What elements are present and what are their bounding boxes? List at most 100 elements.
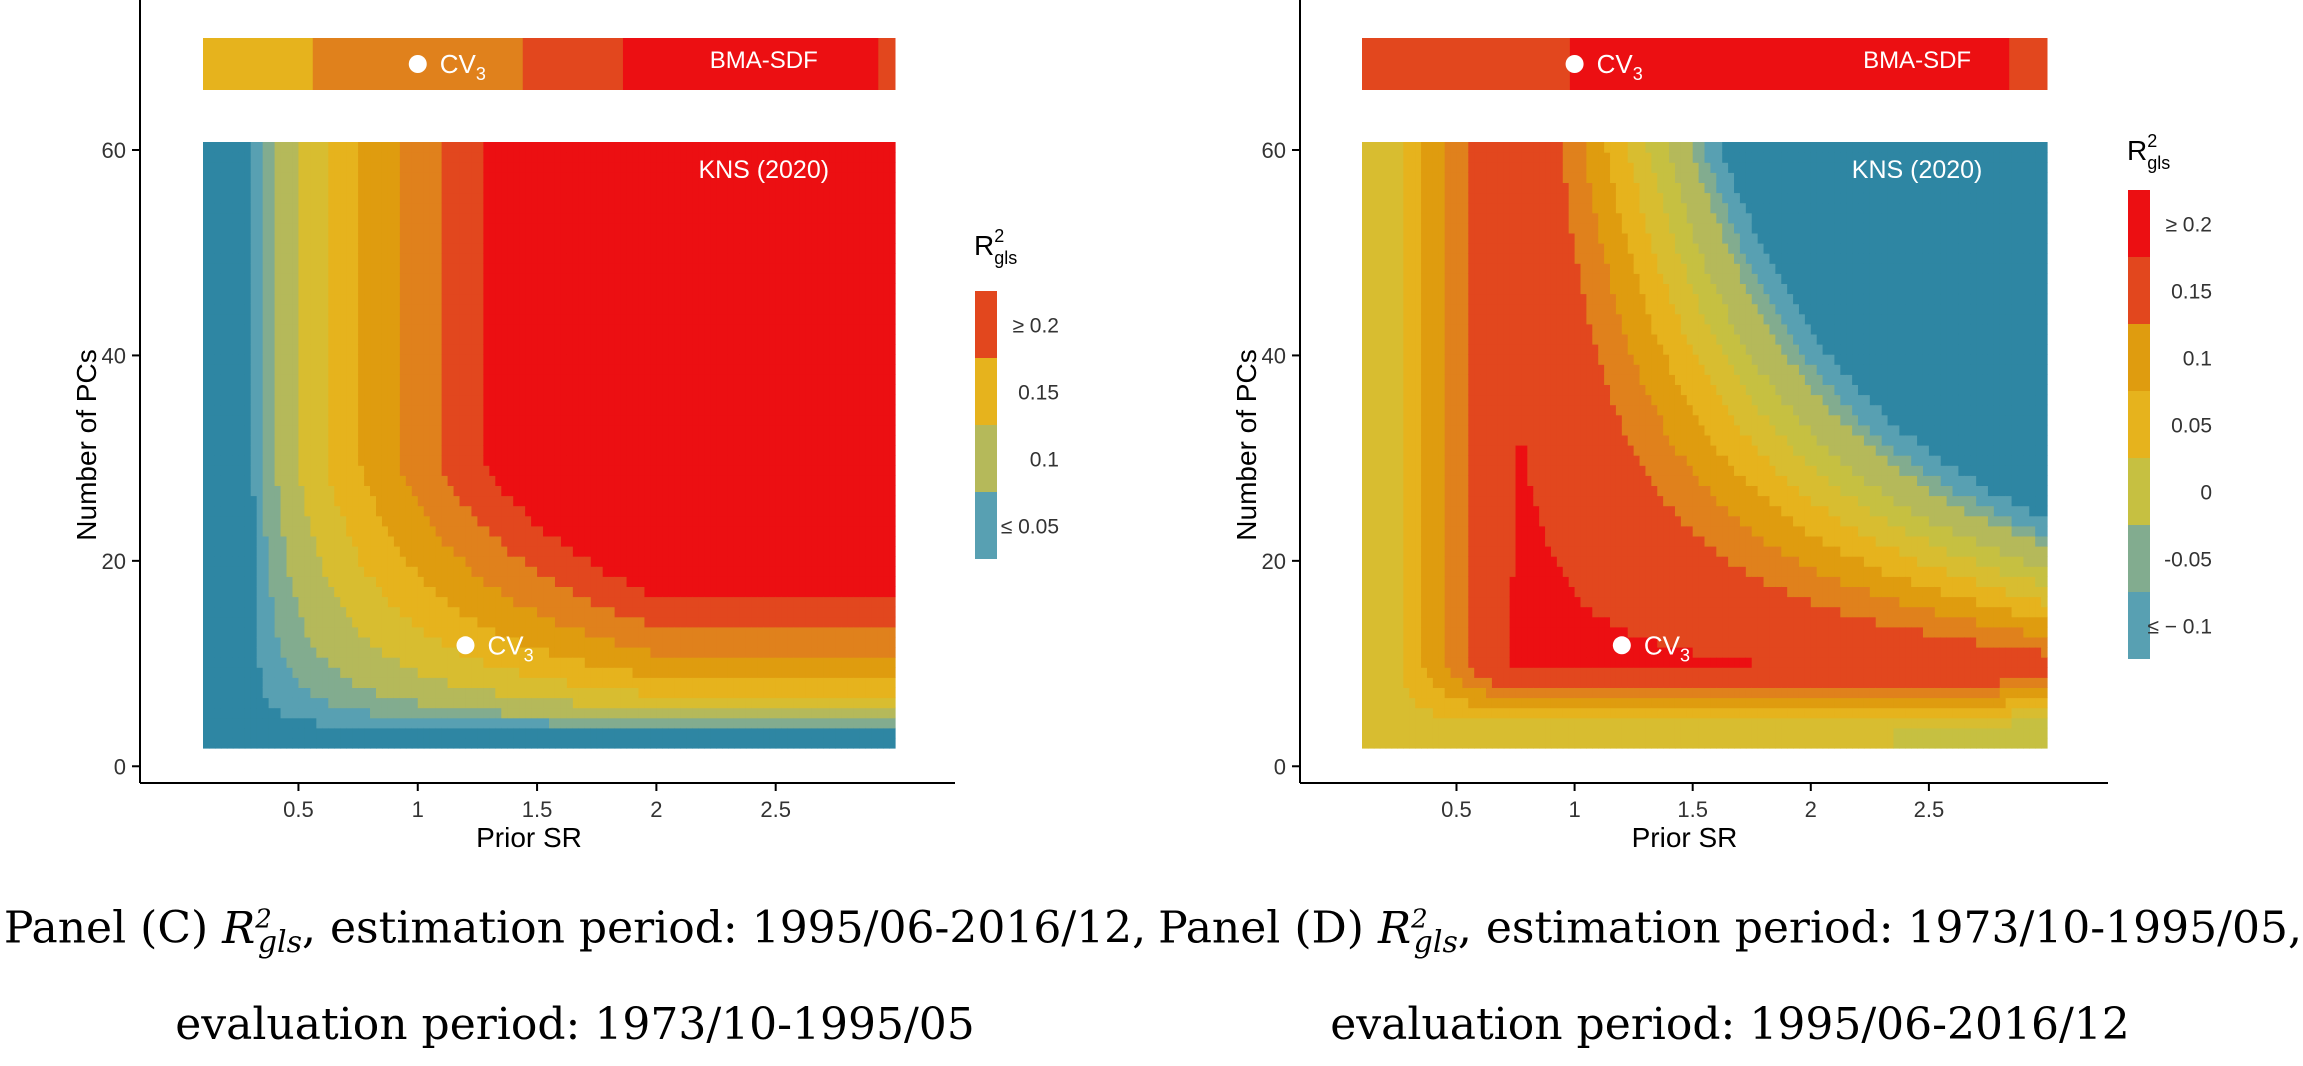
heatmap-cell	[250, 647, 258, 658]
heatmap-cell	[328, 192, 335, 204]
heatmap-cell	[626, 263, 634, 274]
heatmap-cell	[322, 152, 329, 163]
heatmap-cell	[602, 182, 610, 194]
heatmap-cell	[620, 172, 628, 183]
heatmap-cell	[513, 566, 520, 577]
heatmap-cell	[399, 485, 407, 497]
heatmap-cell	[262, 303, 270, 315]
heatmap-cell	[674, 485, 681, 497]
heatmap-cell	[680, 495, 687, 507]
heatmap-cell	[662, 606, 669, 618]
heatmap-cell	[650, 475, 657, 486]
heatmap-cell	[554, 525, 562, 537]
heatmap-cell	[531, 434, 538, 446]
heatmap-cell	[322, 404, 329, 416]
heatmap-cell	[662, 586, 669, 598]
heatmap-cell	[393, 455, 401, 466]
heatmap-cell	[531, 283, 538, 295]
heatmap-cell	[596, 293, 604, 305]
heatmap-cell	[686, 657, 693, 668]
heatmap-cell	[304, 576, 311, 587]
heatmap-cell	[543, 253, 550, 264]
heatmap-cell	[268, 424, 276, 436]
heatmap-cell	[662, 737, 669, 749]
heatmap-cell	[572, 222, 580, 234]
heatmap-cell	[513, 253, 520, 264]
heatmap-cell	[471, 737, 479, 749]
heatmap-cell	[292, 172, 300, 183]
heatmap-cell	[268, 596, 276, 608]
heatmap-cell	[411, 344, 419, 355]
heatmap-cell	[578, 424, 586, 436]
heatmap-cell	[214, 394, 222, 406]
heatmap-cell	[489, 717, 496, 729]
heatmap-cell	[680, 414, 687, 426]
heatmap-cell	[292, 182, 300, 194]
heatmap-cell	[352, 647, 359, 658]
heatmap-cell	[441, 232, 449, 244]
heatmap-cell	[477, 647, 484, 658]
heatmap-cell	[471, 434, 479, 446]
heatmap-cell	[352, 707, 359, 719]
heatmap-cell	[507, 465, 514, 476]
heatmap-cell	[543, 222, 550, 234]
heatmap-cell	[602, 546, 610, 557]
heatmap-cell	[686, 505, 693, 517]
heatmap-cell	[364, 414, 371, 426]
heatmap-cell	[411, 394, 419, 406]
heatmap-cell	[566, 333, 574, 345]
heatmap-cell	[334, 727, 341, 739]
heatmap-cell	[298, 525, 306, 537]
heatmap-cell	[608, 626, 616, 638]
heatmap-cell	[346, 647, 353, 658]
heatmap-cell	[549, 283, 556, 295]
heatmap-cell	[626, 243, 634, 254]
heatmap-cell	[477, 525, 484, 537]
heatmap-cell	[322, 182, 329, 194]
heatmap-cell	[543, 414, 550, 426]
heatmap-cell	[554, 243, 562, 254]
heatmap-cell	[310, 344, 317, 355]
heatmap-cell	[686, 152, 693, 163]
heatmap-cell	[459, 394, 467, 406]
heatmap-cell	[644, 424, 652, 436]
heatmap-cell	[674, 172, 681, 183]
heatmap-cell	[686, 576, 693, 587]
heatmap-cell	[596, 596, 604, 608]
heatmap-cell	[543, 556, 550, 567]
heatmap-cell	[262, 465, 270, 476]
heatmap-cell	[698, 707, 705, 719]
heatmap-cell	[620, 657, 628, 668]
heatmap-cell	[328, 647, 335, 658]
heatmap-cell	[638, 647, 646, 658]
heatmap-cell	[423, 576, 431, 587]
heatmap-cell	[602, 465, 610, 476]
heatmap-cell	[644, 333, 652, 345]
heatmap-cell	[340, 434, 347, 446]
heatmap-cell	[250, 222, 258, 234]
heatmap-cell	[441, 455, 449, 466]
heatmap-cell	[471, 424, 479, 436]
heatmap-cell	[578, 354, 586, 365]
heatmap-cell	[250, 202, 258, 214]
heatmap-cell	[513, 647, 520, 658]
heatmap-cell	[286, 596, 294, 608]
heatmap-cell	[346, 192, 353, 204]
heatmap-cell	[250, 697, 258, 709]
heatmap-cell	[340, 212, 347, 224]
heatmap-cell	[459, 434, 467, 446]
heatmap-cell	[358, 172, 365, 183]
heatmap-cell	[328, 394, 335, 406]
heatmap-cell	[638, 313, 646, 325]
heatmap-cell	[656, 364, 663, 375]
heatmap-cell	[292, 394, 300, 406]
heatmap-cell	[232, 606, 240, 618]
heatmap-cell	[417, 232, 425, 244]
heatmap-cell	[519, 293, 526, 305]
heatmap-cell	[656, 323, 663, 335]
heatmap-cell	[465, 596, 473, 608]
heatmap-cell	[650, 606, 657, 618]
heatmap-cell	[232, 152, 240, 163]
heatmap-cell	[674, 546, 681, 557]
heatmap-cell	[602, 202, 610, 214]
